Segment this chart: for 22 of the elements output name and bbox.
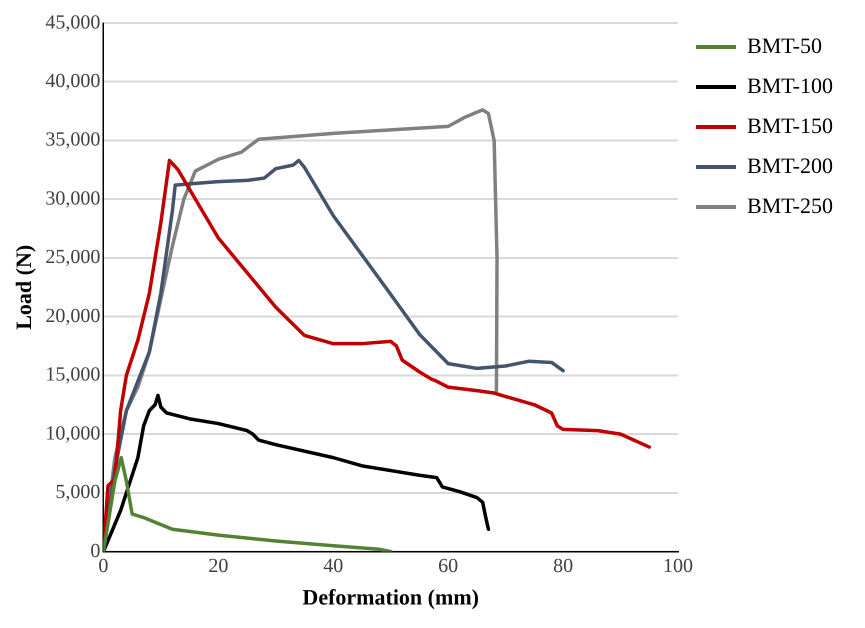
legend-label: BMT-200	[747, 152, 834, 178]
x-tick-label: 100	[663, 554, 694, 577]
y-tick-label: 0	[90, 540, 100, 562]
x-tick-label: 40	[323, 554, 344, 577]
x-tick-label: 80	[553, 554, 574, 577]
y-tick-label: 15,000	[45, 364, 100, 386]
y-tick-label: 40,000	[45, 70, 100, 92]
y-tick-label: 30,000	[45, 187, 100, 210]
y-tick-label: 35,000	[45, 128, 100, 151]
legend-label: BMT-250	[747, 192, 834, 218]
legend-label: BMT-100	[747, 72, 834, 98]
legend-label: BMT-150	[747, 112, 834, 138]
legend-label: BMT-50	[747, 32, 822, 58]
y-tick-label: 25,000	[45, 246, 100, 268]
x-tick-label: 60	[438, 554, 458, 577]
y-tick-label: 10,000	[45, 422, 100, 444]
x-tick-label: 20	[208, 554, 228, 577]
y-tick-label: 45,000	[45, 11, 100, 34]
y-tick-label: 5,000	[55, 481, 100, 504]
x-axis-title: Deformation (mm)	[302, 584, 479, 610]
y-tick-label: 20,000	[45, 304, 100, 327]
y-axis-title: Load (N)	[10, 244, 36, 330]
